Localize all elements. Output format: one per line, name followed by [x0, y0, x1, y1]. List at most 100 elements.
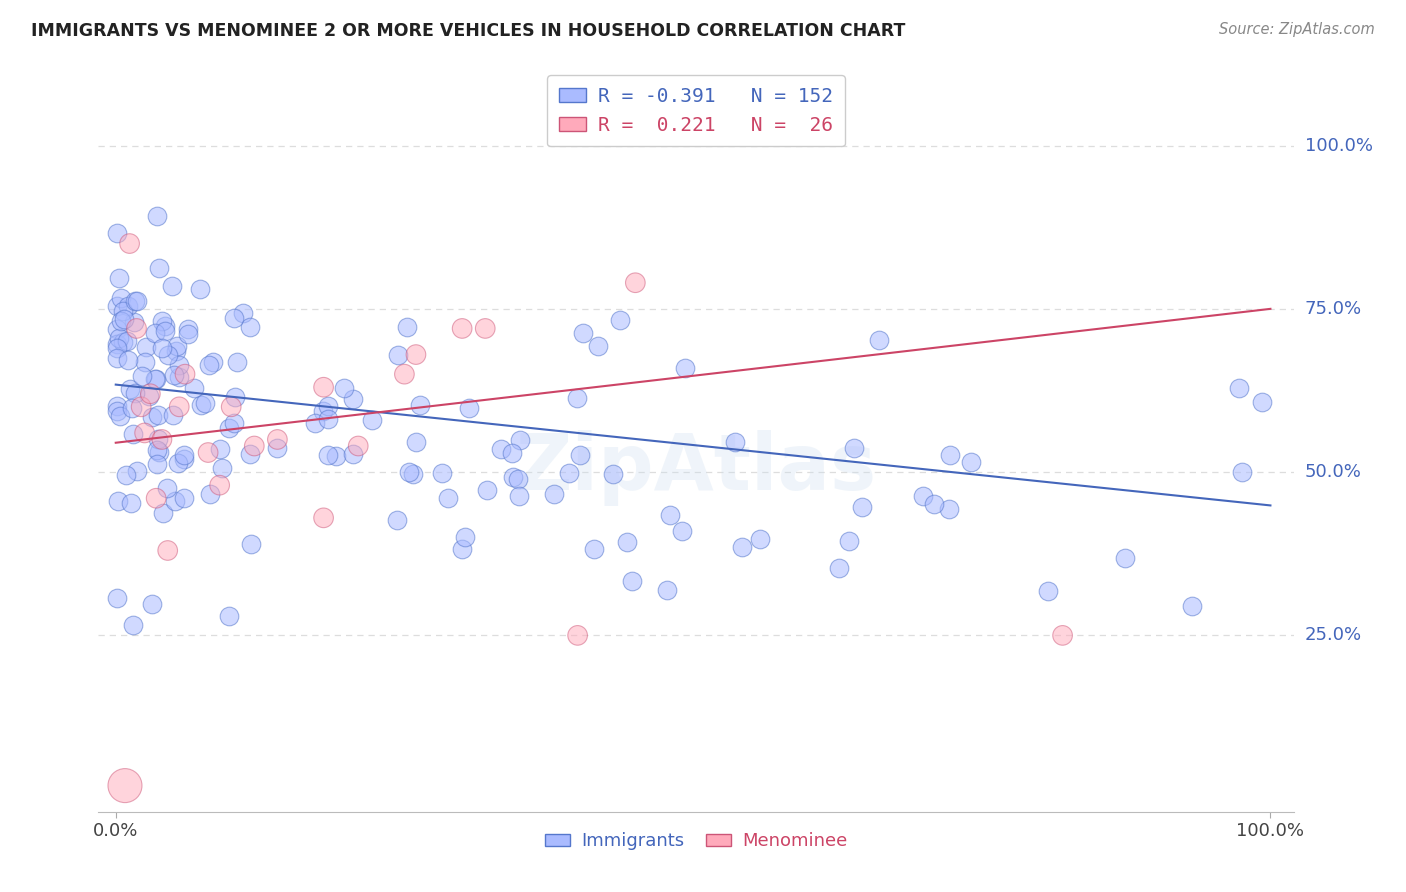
Point [110, 314, 132, 328]
Point [405, 347, 427, 362]
Point [502, 470, 524, 484]
Point [129, 400, 152, 414]
Point [1114, 551, 1136, 566]
Point [557, 467, 579, 481]
Point [1181, 599, 1204, 613]
Point [266, 433, 288, 447]
Point [125, 293, 148, 308]
Point [173, 491, 195, 505]
Point [143, 326, 166, 340]
Point [125, 465, 148, 479]
Point [143, 372, 166, 386]
Point [134, 425, 156, 440]
Point [1251, 395, 1274, 409]
Point [960, 455, 983, 469]
Point [939, 448, 962, 462]
Point [122, 617, 145, 632]
Point [156, 348, 179, 362]
Point [146, 457, 169, 471]
Point [838, 534, 860, 549]
Point [1227, 381, 1250, 395]
Point [120, 496, 142, 510]
Point [844, 441, 866, 455]
Point [868, 333, 890, 347]
Text: 25.0%: 25.0% [1305, 626, 1362, 644]
Point [225, 355, 247, 369]
Legend: Immigrants, Menominee: Immigrants, Menominee [537, 825, 855, 857]
Point [117, 334, 139, 349]
Point [724, 435, 747, 450]
Point [167, 456, 190, 470]
Point [602, 467, 624, 481]
Point [405, 435, 427, 450]
Point [208, 478, 231, 492]
Point [311, 403, 333, 417]
Point [176, 326, 198, 341]
Point [150, 341, 173, 355]
Point [325, 449, 347, 463]
Point [1038, 583, 1060, 598]
Point [153, 324, 176, 338]
Point [567, 628, 589, 642]
Point [218, 421, 240, 435]
Point [232, 306, 254, 320]
Point [588, 339, 610, 353]
Point [139, 386, 162, 401]
Point [194, 395, 217, 409]
Text: Source: ZipAtlas.com: Source: ZipAtlas.com [1219, 22, 1375, 37]
Point [112, 311, 135, 326]
Text: 50.0%: 50.0% [1305, 463, 1361, 481]
Point [616, 534, 638, 549]
Point [451, 321, 474, 335]
Point [110, 291, 132, 305]
Point [141, 598, 163, 612]
Point [474, 321, 496, 335]
Point [437, 491, 460, 505]
Point [134, 355, 156, 369]
Point [211, 461, 233, 475]
Point [124, 385, 146, 400]
Point [146, 432, 169, 446]
Point [508, 472, 530, 486]
Point [565, 392, 588, 406]
Point [163, 493, 186, 508]
Text: 100.0%: 100.0% [1305, 136, 1372, 154]
Text: ZipAtlas: ZipAtlas [516, 430, 876, 506]
Point [141, 410, 163, 425]
Point [828, 560, 851, 574]
Point [105, 404, 128, 418]
Point [108, 270, 131, 285]
Point [620, 574, 643, 588]
Point [347, 439, 370, 453]
Point [1230, 465, 1253, 479]
Point [731, 540, 754, 554]
Point [148, 444, 170, 458]
Point [188, 282, 211, 296]
Point [316, 448, 339, 462]
Point [568, 448, 591, 462]
Point [224, 390, 246, 404]
Point [146, 409, 169, 423]
Point [333, 381, 356, 395]
Point [457, 401, 479, 416]
Point [121, 401, 143, 415]
Point [105, 591, 128, 605]
Point [162, 409, 184, 423]
Point [135, 340, 157, 354]
Point [222, 310, 245, 325]
Point [582, 542, 605, 557]
Point [105, 321, 128, 335]
Point [145, 372, 167, 386]
Point [938, 501, 960, 516]
Point [122, 315, 145, 329]
Point [120, 382, 142, 396]
Point [190, 399, 212, 413]
Point [543, 487, 565, 501]
Point [108, 409, 131, 423]
Point [342, 392, 364, 406]
Point [243, 439, 266, 453]
Point [105, 299, 128, 313]
Point [111, 304, 134, 318]
Point [1052, 628, 1074, 642]
Point [657, 583, 679, 598]
